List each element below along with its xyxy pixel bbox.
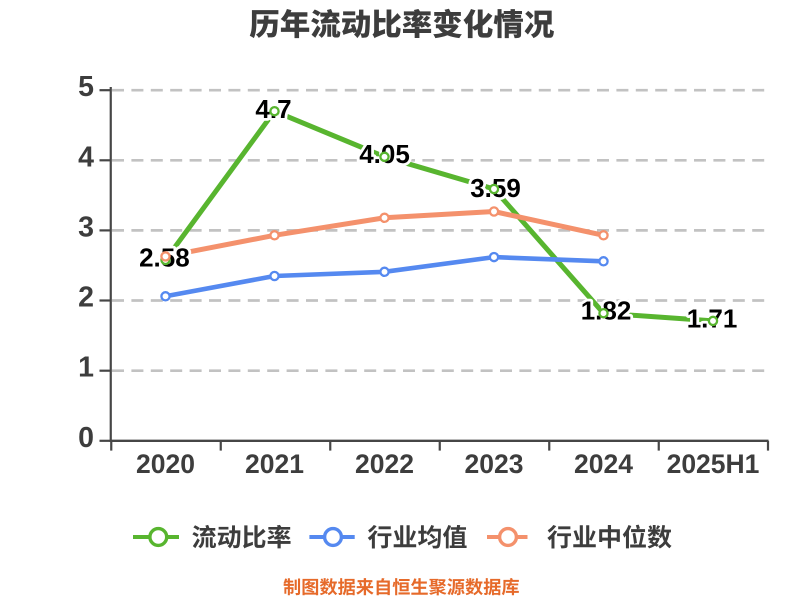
svg-text:2024: 2024	[574, 449, 633, 479]
svg-text:3: 3	[78, 211, 94, 243]
svg-text:2023: 2023	[465, 449, 524, 479]
svg-text:2020: 2020	[136, 449, 195, 479]
svg-text:2025H1: 2025H1	[667, 449, 760, 479]
svg-text:4: 4	[78, 141, 94, 173]
svg-text:2021: 2021	[245, 449, 304, 479]
svg-text:1: 1	[78, 352, 94, 384]
svg-text:5: 5	[78, 71, 94, 103]
svg-text:2: 2	[78, 282, 94, 314]
svg-text:0: 0	[78, 422, 94, 454]
svg-text:2022: 2022	[355, 449, 414, 479]
